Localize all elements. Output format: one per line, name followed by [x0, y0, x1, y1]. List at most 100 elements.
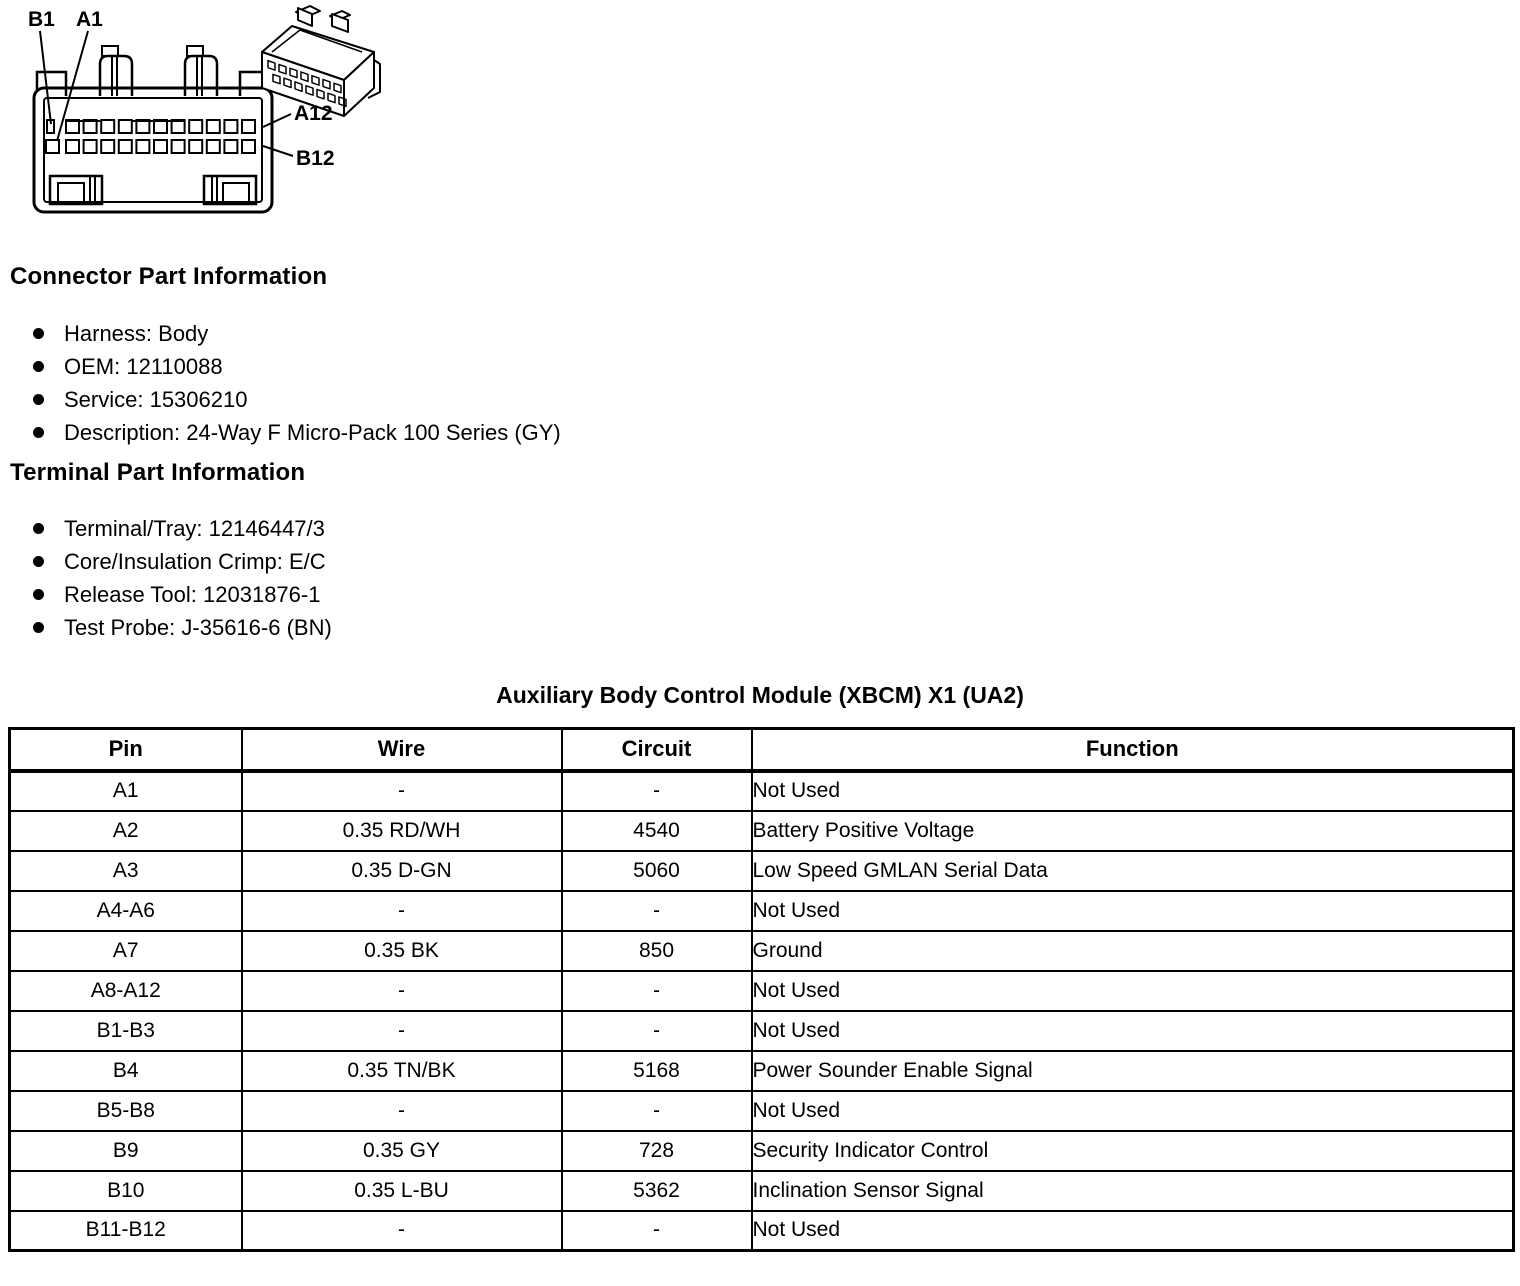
column-header-pin: Pin [8, 727, 243, 773]
cell-pin: B1-B3 [8, 1009, 243, 1052]
pinout-table: Pin Wire Circuit Function A1- - Not Used A2… [8, 727, 1515, 1252]
cell-wire: - [240, 1089, 563, 1132]
cell-circuit: - [560, 1009, 753, 1052]
column-header-circuit: Circuit [560, 727, 753, 773]
connector-diagram: B1 A1 A12 B12 [0, 0, 420, 240]
pin-cavity [241, 139, 256, 154]
bullet-icon [33, 556, 44, 567]
list-item-text: Test Probe: J-35616-6 (BN) [64, 614, 332, 640]
cell-wire: 0.35 RD/WH [240, 809, 563, 852]
pin-labels: B1 A1 A12 B12 [28, 8, 335, 170]
cell-circuit: 5168 [560, 1049, 753, 1092]
iso-pin-cavity [272, 73, 281, 85]
cell-function: Security Indicator Control [750, 1129, 1515, 1172]
pin-cavity [45, 139, 60, 154]
table-row: A1- - Not Used [8, 769, 1515, 812]
cell-function: Low Speed GMLAN Serial Data [750, 849, 1515, 892]
table-row: B5-B8- - Not Used [8, 1089, 1515, 1132]
iso-pin-cavity [327, 92, 336, 104]
cell-wire: - [240, 889, 563, 932]
cell-pin: B9 [8, 1129, 243, 1172]
cell-pin: B10 [8, 1169, 243, 1212]
cell-pin: A7 [8, 929, 243, 972]
iso-pin-cavity [289, 67, 298, 79]
leader-line-b12 [262, 145, 294, 157]
table-header-row: Pin Wire Circuit Function [8, 727, 1515, 773]
cell-function: Inclination Sensor Signal [750, 1169, 1515, 1212]
cell-circuit: - [560, 889, 753, 932]
table-row: B10 0.35 L-BU 5362 Inclination Sensor Signa… [8, 1169, 1515, 1212]
pin-cavity [117, 139, 133, 154]
cell-wire: 0.35 GY [240, 1129, 563, 1172]
pin-cavity [205, 139, 221, 154]
cell-function: Not Used [750, 889, 1515, 932]
table-row: B4 0.35 TN/BK 5168 Power Sounder Enable Sig… [8, 1049, 1515, 1092]
iso-pin-cavity [305, 84, 314, 96]
pin-cavity [100, 119, 116, 134]
cell-function: Not Used [750, 1009, 1515, 1052]
list-item: Core/Insulation Crimp: E/C [0, 545, 332, 578]
leader-line-a12 [262, 113, 292, 128]
column-header-function: Function [750, 727, 1515, 773]
connector-info-heading: Connector Part Information [10, 263, 328, 290]
iso-pin-cavity [333, 82, 342, 94]
pin-label-b12: B12 [296, 147, 335, 170]
pin-cavity [170, 119, 186, 134]
bullet-icon [33, 394, 44, 405]
cell-wire: - [240, 769, 563, 812]
table-row: A2 0.35 RD/WH 4540 Battery Positive Voltage [8, 809, 1515, 852]
list-item: OEM: 12110088 [0, 350, 561, 383]
pin-cavity [241, 119, 256, 134]
cell-pin: A8-A12 [8, 969, 243, 1012]
cell-circuit: 728 [560, 1129, 753, 1172]
connector-front-view [32, 45, 274, 214]
cell-function: Battery Positive Voltage [750, 809, 1515, 852]
iso-pin-cavity [283, 77, 292, 89]
cell-wire: 0.35 D-GN [240, 849, 563, 892]
bullet-icon [33, 589, 44, 600]
cell-wire: 0.35 BK [240, 929, 563, 972]
leader-line-b1 [39, 30, 52, 125]
iso-pin-cavity [311, 74, 320, 86]
list-item-text: Description: 24-Way F Micro-Pack 100 Ser… [64, 419, 561, 445]
iso-pin-cavities [267, 59, 347, 108]
list-item-text: Harness: Body [64, 320, 209, 346]
cell-circuit: - [560, 1089, 753, 1132]
pin-grid [45, 119, 256, 154]
cell-pin: B11-B12 [8, 1209, 243, 1252]
pin-cavity [188, 139, 204, 154]
cell-circuit: 5362 [560, 1169, 753, 1212]
table-row: A3 0.35 D-GN 5060 Low Speed GMLAN Serial Da… [8, 849, 1515, 892]
cell-function: Power Sounder Enable Signal [750, 1049, 1515, 1092]
cell-circuit: - [560, 1209, 753, 1252]
cell-pin: A4-A6 [8, 889, 243, 932]
cell-wire: 0.35 TN/BK [240, 1049, 563, 1092]
table-title: Auxiliary Body Control Module (XBCM) X1 … [496, 682, 1024, 708]
list-item: Harness: Body [0, 317, 561, 350]
pin-cavity [153, 119, 168, 134]
cell-wire: - [240, 969, 563, 1012]
iso-pin-cavity [300, 71, 309, 83]
pin-label-a1: A1 [76, 8, 103, 31]
pin-cavity [65, 119, 80, 134]
table-row: B9 0.35 GY 728 Security Indicator Control [8, 1129, 1515, 1172]
iso-pin-cavity [267, 59, 276, 71]
cell-wire: - [240, 1009, 563, 1052]
terminal-info-heading: Terminal Part Information [10, 459, 306, 486]
pin-cavity [205, 119, 221, 134]
table-row: B1-B3- - Not Used [8, 1009, 1515, 1052]
pin-cavity [82, 119, 98, 134]
pin-cavity [223, 119, 239, 134]
cell-function: Not Used [750, 1089, 1515, 1132]
cell-function: Not Used [750, 769, 1515, 812]
cell-pin: A2 [8, 809, 243, 852]
list-item-text: OEM: 12110088 [64, 353, 223, 379]
list-item: Test Probe: J-35616-6 (BN) [0, 611, 332, 644]
pin-cavity [135, 139, 151, 154]
pin-cavity [82, 139, 98, 154]
pin-cavity [135, 119, 151, 134]
list-item-text: Release Tool: 12031876-1 [64, 581, 321, 607]
iso-pin-cavity [294, 81, 303, 93]
cell-pin: A1 [8, 769, 243, 812]
